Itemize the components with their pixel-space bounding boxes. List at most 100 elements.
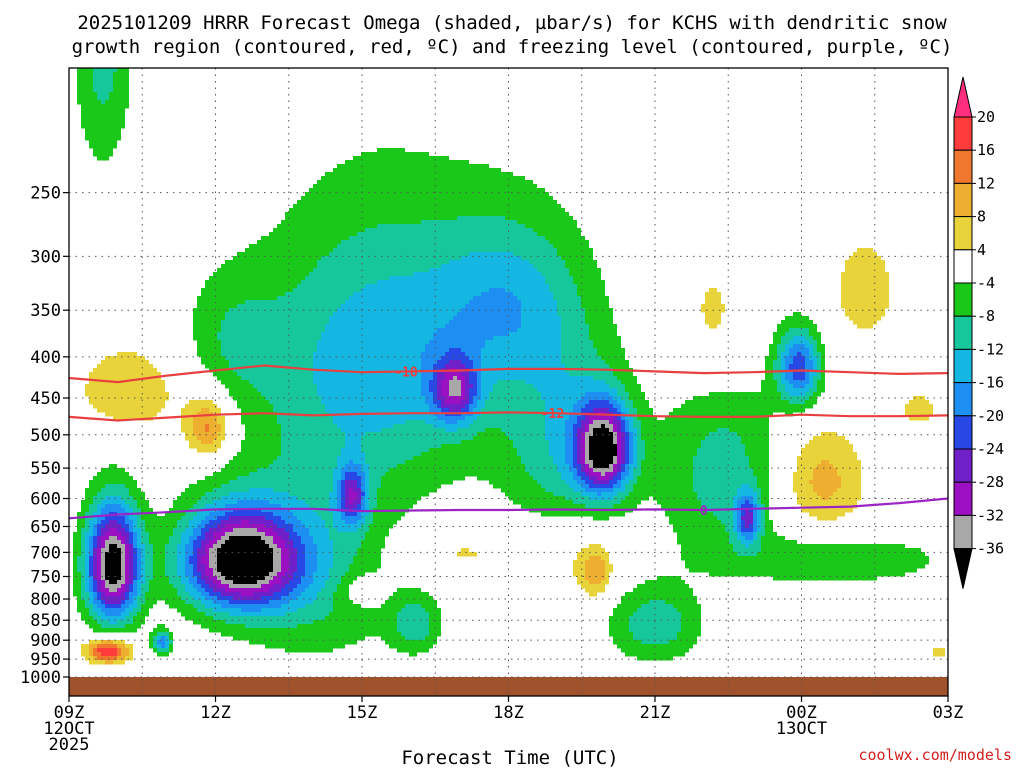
omega-cell: [385, 640, 437, 645]
omega-cell: [669, 640, 697, 645]
omega-cell: [785, 360, 793, 365]
omega-cell: [481, 356, 561, 361]
omega-cell: [205, 424, 209, 429]
omega-cell: [593, 376, 617, 381]
omega-cell: [613, 488, 625, 493]
omega-cell: [189, 440, 201, 445]
omega-cell: [337, 164, 489, 169]
omega-cell: [281, 596, 297, 601]
omega-cell: [209, 276, 305, 281]
omega-cell: [193, 528, 201, 533]
omega-cell: [741, 508, 745, 513]
omega-cell: [101, 500, 125, 505]
omega-cell: [213, 440, 221, 445]
colorbar-arrow-top: [953, 76, 973, 118]
omega-cell: [589, 484, 613, 489]
omega-cell: [97, 528, 101, 533]
omega-cell: [741, 528, 753, 533]
omega-cell: [329, 320, 449, 325]
omega-cell: [149, 532, 173, 537]
omega-cell: [289, 208, 565, 213]
omega-cell: [145, 580, 149, 585]
omega-cell: [321, 400, 425, 405]
omega-cell: [477, 432, 505, 437]
omega-cell: [581, 448, 585, 453]
omega-cell: [225, 588, 269, 593]
omega-cell: [761, 388, 777, 393]
omega-cell: [89, 660, 105, 665]
omega-cell: [281, 580, 289, 585]
omega-cell: [365, 484, 369, 489]
omega-cell: [437, 376, 445, 381]
omega-cell: [565, 428, 573, 433]
omega-cell: [437, 396, 445, 401]
omega-cell: [429, 268, 537, 273]
omega-cell: [241, 440, 281, 445]
omega-cell: [317, 348, 425, 353]
omega-cell: [561, 348, 597, 353]
omega-cell: [593, 340, 621, 345]
omega-cell: [177, 608, 197, 613]
omega-cell: [625, 468, 629, 473]
omega-cell: [481, 360, 561, 365]
omega-cell: [97, 156, 109, 161]
omega-cell: [625, 404, 633, 409]
omega-cell: [481, 392, 489, 397]
omega-cell: [613, 636, 633, 641]
omega-cell: [141, 540, 149, 545]
omega-cell: [317, 556, 333, 561]
omega-cell: [749, 524, 753, 529]
omega-cell: [753, 536, 757, 541]
omega-cell: [85, 548, 89, 553]
omega-cell: [201, 572, 205, 577]
omega-cell: [709, 432, 737, 437]
omega-cell: [185, 560, 189, 565]
omega-cell: [77, 600, 85, 605]
chart-title-line2: growth region (contoured, red, ºC) and f…: [72, 36, 953, 58]
omega-cell: [425, 400, 433, 405]
omega-cell: [421, 380, 429, 385]
omega-cell: [425, 420, 445, 425]
omega-cell: [169, 536, 181, 541]
omega-cell: [341, 484, 345, 489]
omega-cell: [117, 588, 125, 593]
omega-cell: [581, 464, 585, 469]
omega-cell: [365, 460, 405, 465]
colorbar-label: -4: [977, 274, 995, 292]
omega-cell: [573, 476, 581, 481]
omega-cell: [345, 300, 469, 305]
omega-cell: [809, 380, 813, 385]
omega-cell: [309, 188, 545, 193]
omega-cell: [809, 332, 821, 337]
omega-cell: [757, 476, 769, 481]
omega-cell: [585, 444, 589, 449]
omega-cell: [193, 564, 197, 569]
omega-cell: [557, 464, 569, 469]
omega-cell: [781, 356, 785, 361]
omega-cell: [457, 428, 485, 433]
omega-cell: [573, 404, 585, 409]
omega-cell: [609, 392, 617, 397]
omega-cell: [97, 556, 101, 561]
omega-cell: [585, 572, 605, 577]
omega-cell: [793, 484, 813, 489]
omega-cell: [321, 396, 425, 401]
omega-cell: [441, 356, 469, 361]
omega-cell: [277, 532, 289, 537]
omega-cell: [197, 556, 201, 561]
omega-cell: [585, 472, 589, 477]
grid: [69, 68, 948, 696]
omega-cell: [153, 568, 165, 573]
omega-cell: [581, 584, 605, 589]
omega-cell: [477, 388, 481, 393]
omega-cell: [121, 496, 133, 501]
omega-cell: [301, 592, 317, 597]
omega-cell: [185, 556, 189, 561]
omega-cell: [821, 352, 825, 357]
omega-cell: [89, 540, 93, 545]
omega-cell: [473, 400, 477, 405]
plot-area: -18-120: [69, 68, 948, 696]
omega-cell: [133, 616, 145, 621]
omega-cell: [89, 560, 93, 565]
omega-cell: [153, 640, 157, 645]
